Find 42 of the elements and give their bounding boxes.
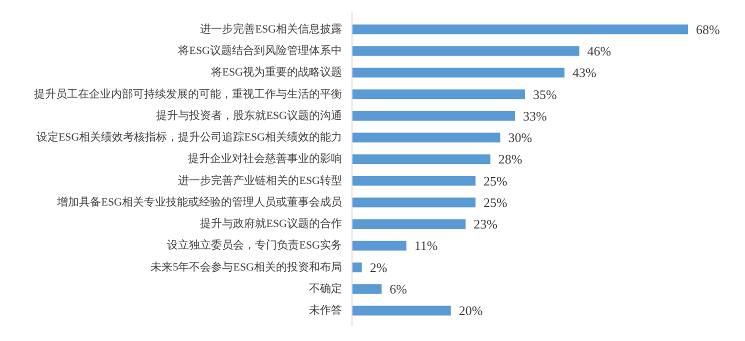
y-tick-label: 设立独立委员会，专门负责ESG实务 — [167, 238, 342, 252]
data-label: 25% — [484, 173, 508, 188]
data-label: 23% — [474, 216, 498, 232]
bar — [352, 132, 500, 142]
data-label: 2% — [370, 260, 388, 275]
y-tick-label: 设定ESG相关绩效考核指标，提升公司追踪ESG相关绩效的能力 — [36, 130, 342, 144]
data-label: 6% — [390, 282, 408, 297]
y-tick-label: 提升企业对社会慈善事业的影响 — [188, 152, 342, 166]
data-label: 68% — [696, 22, 720, 37]
y-tick-label: 未作答 — [309, 304, 342, 317]
y-tick-label: 提升与政府就ESG议题的合作 — [200, 217, 342, 230]
bar — [352, 68, 564, 78]
data-label: 20% — [458, 303, 483, 318]
y-tick-label: 不确定 — [309, 282, 342, 296]
data-label: 30% — [508, 130, 532, 146]
y-tick-label: 增加具备ESG相关专业技能或经验的管理人员或董事会成员 — [56, 195, 342, 208]
data-label: 35% — [532, 86, 557, 102]
y-tick-label: 未来5年不会参与ESG相关的投资和布局 — [150, 260, 342, 274]
y-tick-label: 进一步完善ESG相关信息披露 — [200, 22, 342, 36]
bar — [352, 198, 476, 208]
bar — [352, 262, 362, 272]
bar — [352, 24, 688, 34]
y-tick-label: 提升与投资者，股东就ESG议题的沟通 — [156, 108, 342, 122]
y-tick-label: 提升员工在企业内部可持续发展的可能，重视工作与生活的平衡 — [34, 87, 342, 100]
bar — [352, 154, 490, 164]
bar — [352, 46, 580, 56]
bar — [352, 89, 525, 100]
data-label: 46% — [587, 43, 612, 58]
bar — [352, 284, 382, 294]
data-label: 43% — [572, 65, 596, 80]
y-tick-label: 进一步完善产业链相关的ESG转型 — [178, 174, 342, 187]
data-label: 25% — [484, 194, 508, 210]
data-label: 28% — [498, 152, 522, 167]
bar — [352, 111, 516, 121]
data-label: 33% — [523, 108, 548, 124]
bar — [352, 219, 466, 229]
y-tick-label: 将ESG议题结合到风险管理体系中 — [177, 44, 342, 57]
bar — [352, 176, 476, 186]
y-tick-label: 将ESG视为重要的战略议题 — [210, 66, 342, 79]
bar — [352, 240, 406, 251]
data-label: 11% — [414, 238, 438, 254]
bar — [352, 306, 451, 316]
